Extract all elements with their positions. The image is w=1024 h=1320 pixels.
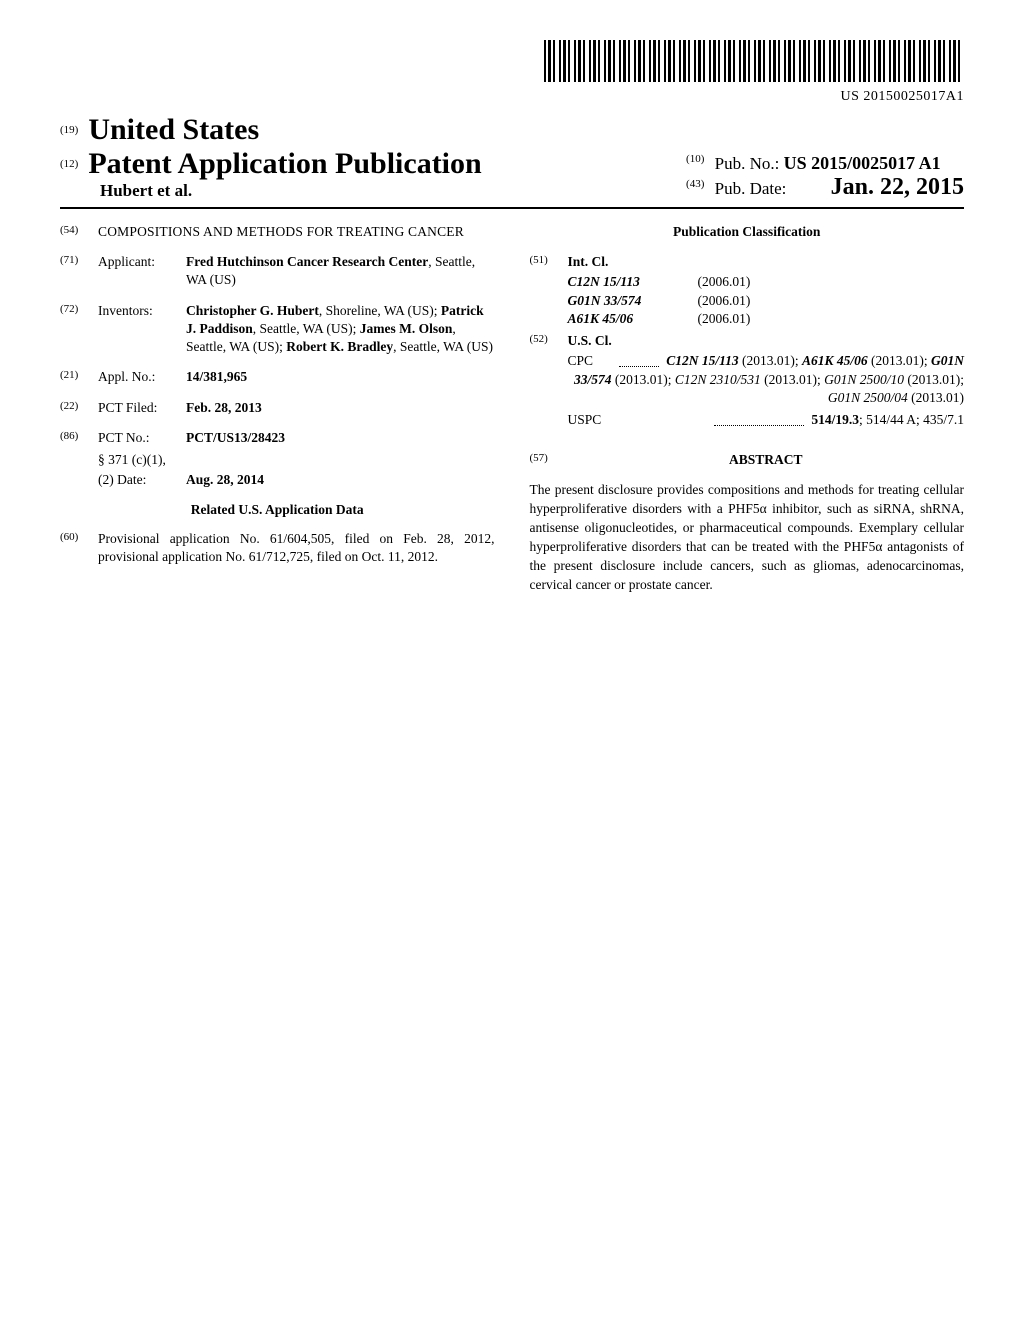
header-right: (10) Pub. No.: US 2015/0025017 A1 (43) P… <box>686 153 964 201</box>
pubdate-code: (43) <box>686 178 704 190</box>
inventor-1-loc: , Seattle, WA (US); <box>253 321 360 336</box>
s371-label: § 371 (c)(1), <box>98 451 495 469</box>
country-code: (19) <box>60 124 78 136</box>
s371-row1: § 371 (c)(1), <box>60 451 495 469</box>
intcl-0-code: C12N 15/113 <box>568 273 698 291</box>
inventor-3-name: Robert K. Bradley <box>286 339 393 354</box>
intcl-2: A61K 45/06 (2006.01) <box>530 310 965 328</box>
intcl-code: (51) <box>530 253 568 271</box>
header-left: (12) Patent Application Publication Hube… <box>60 147 686 201</box>
uspc-block: USPC 514/19.3; 514/44 A; 435/7.1 <box>530 411 965 429</box>
pubdate-value: Jan. 22, 2015 <box>831 174 964 200</box>
s371-date-label: (2) Date: <box>98 471 186 489</box>
applno-value: 14/381,965 <box>186 368 495 386</box>
applno-code: (21) <box>60 368 98 386</box>
inventor-3-loc: , Seattle, WA (US) <box>393 339 493 354</box>
uspc-label: USPC <box>568 411 602 429</box>
uspc-text: 514/19.3; 514/44 A; 435/7.1 <box>811 412 964 427</box>
inventors-content: Christopher G. Hubert, Shoreline, WA (US… <box>186 302 495 357</box>
applno-label: Appl. No.: <box>98 368 186 386</box>
intcl-2-year: (2006.01) <box>698 310 751 328</box>
header-authors: Hubert et al. <box>100 181 686 201</box>
barcode-graphic <box>544 40 964 82</box>
cpc-block: CPC C12N 15/113 (2013.01); A61K 45/06 (2… <box>530 352 965 407</box>
barcode-region: US 20150025017A1 <box>60 40 964 105</box>
title-row: (54) COMPOSITIONS AND METHODS FOR TREATI… <box>60 223 495 241</box>
abstract-text: The present disclosure provides composit… <box>530 481 965 594</box>
abstract-code: (57) <box>530 451 568 469</box>
s371-row2: (2) Date: Aug. 28, 2014 <box>60 471 495 489</box>
pctno-code: (86) <box>60 429 98 447</box>
pub-type-code: (12) <box>60 158 78 170</box>
applicant-label: Applicant: <box>98 253 186 289</box>
right-column: Publication Classification (51) Int. Cl.… <box>530 223 965 595</box>
intcl-2-code: A61K 45/06 <box>568 310 698 328</box>
pubno-label: Pub. No.: <box>715 154 780 173</box>
intcl-1: G01N 33/574 (2006.01) <box>530 292 965 310</box>
cpc-label: CPC <box>568 352 594 370</box>
applno-row: (21) Appl. No.: 14/381,965 <box>60 368 495 386</box>
barcode-text: US 20150025017A1 <box>60 89 964 105</box>
pctfiled-row: (22) PCT Filed: Feb. 28, 2013 <box>60 399 495 417</box>
provisional-code: (60) <box>60 530 98 566</box>
dotfill-icon <box>619 358 659 367</box>
inventor-0-loc: , Shoreline, WA (US); <box>319 303 441 318</box>
inventors-code: (72) <box>60 302 98 357</box>
related-data-header: Related U.S. Application Data <box>60 501 495 519</box>
intcl-1-year: (2006.01) <box>698 292 751 310</box>
intcl-1-code: G01N 33/574 <box>568 292 698 310</box>
applicant-name: Fred Hutchinson Cancer Research Center <box>186 254 428 269</box>
country-name: United States <box>88 113 259 146</box>
uscl-code: (52) <box>530 332 568 350</box>
applicant-content: Fred Hutchinson Cancer Research Center, … <box>186 253 495 289</box>
intcl-0: C12N 15/113 (2006.01) <box>530 273 965 291</box>
applicant-code: (71) <box>60 253 98 289</box>
inventor-2-name: James M. Olson <box>360 321 453 336</box>
abstract-header-row: (57) ABSTRACT <box>530 451 965 469</box>
uscl-label: U.S. Cl. <box>568 332 965 350</box>
body-columns: (54) COMPOSITIONS AND METHODS FOR TREATI… <box>60 223 964 595</box>
pctfiled-label: PCT Filed: <box>98 399 186 417</box>
header-main: (12) Patent Application Publication Hube… <box>60 147 964 209</box>
provisional-row: (60) Provisional application No. 61/604,… <box>60 530 495 566</box>
dotfill-icon <box>714 416 804 425</box>
title-code: (54) <box>60 223 98 241</box>
applicant-row: (71) Applicant: Fred Hutchinson Cancer R… <box>60 253 495 289</box>
pctfiled-value: Feb. 28, 2013 <box>186 399 495 417</box>
pctno-value: PCT/US13/28423 <box>186 429 495 447</box>
pubno-value: US 2015/0025017 A1 <box>784 153 941 173</box>
provisional-text: Provisional application No. 61/604,505, … <box>98 530 495 566</box>
pubdate-label: Pub. Date: <box>715 179 787 198</box>
inventor-0-name: Christopher G. Hubert <box>186 303 319 318</box>
intcl-row: (51) Int. Cl. <box>530 253 965 271</box>
invention-title: COMPOSITIONS AND METHODS FOR TREATING CA… <box>98 223 495 241</box>
s371-date-value: Aug. 28, 2014 <box>186 471 495 489</box>
left-column: (54) COMPOSITIONS AND METHODS FOR TREATI… <box>60 223 495 595</box>
classification-header: Publication Classification <box>530 223 965 241</box>
abstract-label: ABSTRACT <box>568 451 965 469</box>
inventors-label: Inventors: <box>98 302 186 357</box>
intcl-0-year: (2006.01) <box>698 273 751 291</box>
inventors-row: (72) Inventors: Christopher G. Hubert, S… <box>60 302 495 357</box>
pctno-label: PCT No.: <box>98 429 186 447</box>
uscl-row: (52) U.S. Cl. <box>530 332 965 350</box>
pub-type: Patent Application Publication <box>88 147 481 180</box>
intcl-label: Int. Cl. <box>568 253 965 271</box>
pctfiled-code: (22) <box>60 399 98 417</box>
pctno-row: (86) PCT No.: PCT/US13/28423 <box>60 429 495 447</box>
header-country-line: (19) United States <box>60 113 964 147</box>
pubno-code: (10) <box>686 153 704 165</box>
